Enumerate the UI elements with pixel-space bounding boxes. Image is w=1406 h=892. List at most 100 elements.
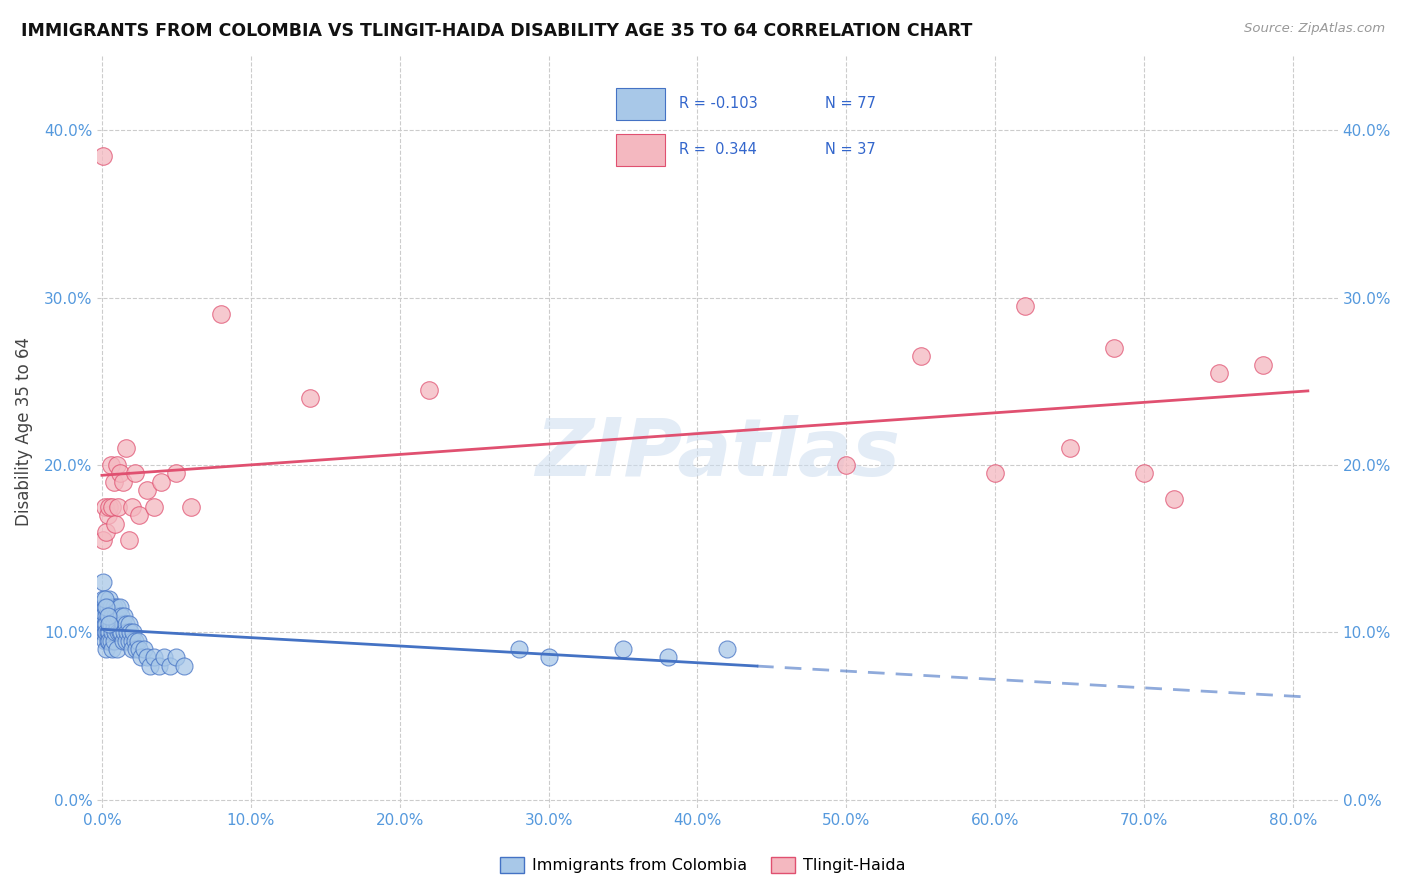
Point [153,650,176,665]
Point [508,642,530,657]
Point [103,617,125,632]
Point [120,625,142,640]
Point [418,383,440,397]
Legend: Immigrants from Colombia, Tlingit-Haida: Immigrants from Colombia, Tlingit-Haida [494,850,912,880]
Point [93,533,115,548]
Point [1208,366,1230,380]
Point [105,458,128,472]
Point [103,600,125,615]
Point [101,608,124,623]
Point [1163,491,1185,506]
Point [96,600,118,615]
Point [94,591,117,606]
Point [112,625,135,640]
Point [107,625,129,640]
Point [1251,358,1274,372]
Point [537,650,560,665]
Point [125,642,148,657]
Point [98,500,121,514]
Point [94,600,117,615]
Point [111,617,134,632]
Point [143,500,166,514]
Point [108,625,131,640]
Point [159,658,181,673]
Point [97,608,120,623]
Point [657,650,679,665]
Point [121,500,143,514]
Point [127,633,149,648]
Point [96,608,118,623]
Point [180,500,202,514]
Point [138,658,160,673]
Text: ZIPatlas: ZIPatlas [536,415,900,493]
Point [118,617,141,632]
Point [107,608,129,623]
Point [105,600,128,615]
Point [96,524,118,539]
Point [96,642,118,657]
Point [98,591,121,606]
Point [209,308,232,322]
Point [108,600,131,615]
Point [97,633,120,648]
Point [101,642,124,657]
Point [121,642,143,657]
Point [114,617,136,632]
Point [93,600,115,615]
Point [98,608,121,623]
Point [148,658,170,673]
Point [110,625,132,640]
Point [105,617,128,632]
Point [112,608,135,623]
Point [1104,341,1126,355]
Point [97,600,120,615]
Point [103,475,125,489]
Point [165,650,187,665]
Point [114,633,136,648]
Point [103,633,125,648]
Point [101,625,124,640]
Point [165,467,187,481]
Point [94,500,117,514]
Point [132,642,155,657]
Point [1014,299,1036,313]
Point [93,617,115,632]
Point [135,483,157,498]
Point [110,608,132,623]
Point [96,625,118,640]
Point [100,633,122,648]
Point [117,625,139,640]
Point [101,500,124,514]
Point [1133,467,1156,481]
Y-axis label: Disability Age 35 to 64: Disability Age 35 to 64 [15,337,32,526]
Point [107,500,129,514]
Point [104,516,127,531]
Point [93,575,115,590]
Point [96,617,118,632]
Point [104,608,127,623]
Point [100,458,122,472]
Point [910,349,932,363]
Text: Source: ZipAtlas.com: Source: ZipAtlas.com [1244,22,1385,36]
Point [135,650,157,665]
Point [984,467,1007,481]
Point [121,633,143,648]
Point [93,148,115,162]
Point [1059,442,1081,456]
Point [835,458,858,472]
Point [93,591,115,606]
Point [124,633,146,648]
Point [98,633,121,648]
Point [100,617,122,632]
Point [108,467,131,481]
Point [98,625,121,640]
Point [111,633,134,648]
Point [97,625,120,640]
Point [93,625,115,640]
Point [98,617,121,632]
Point [104,625,127,640]
Point [129,650,152,665]
Point [612,642,634,657]
Point [100,600,122,615]
Point [150,475,173,489]
